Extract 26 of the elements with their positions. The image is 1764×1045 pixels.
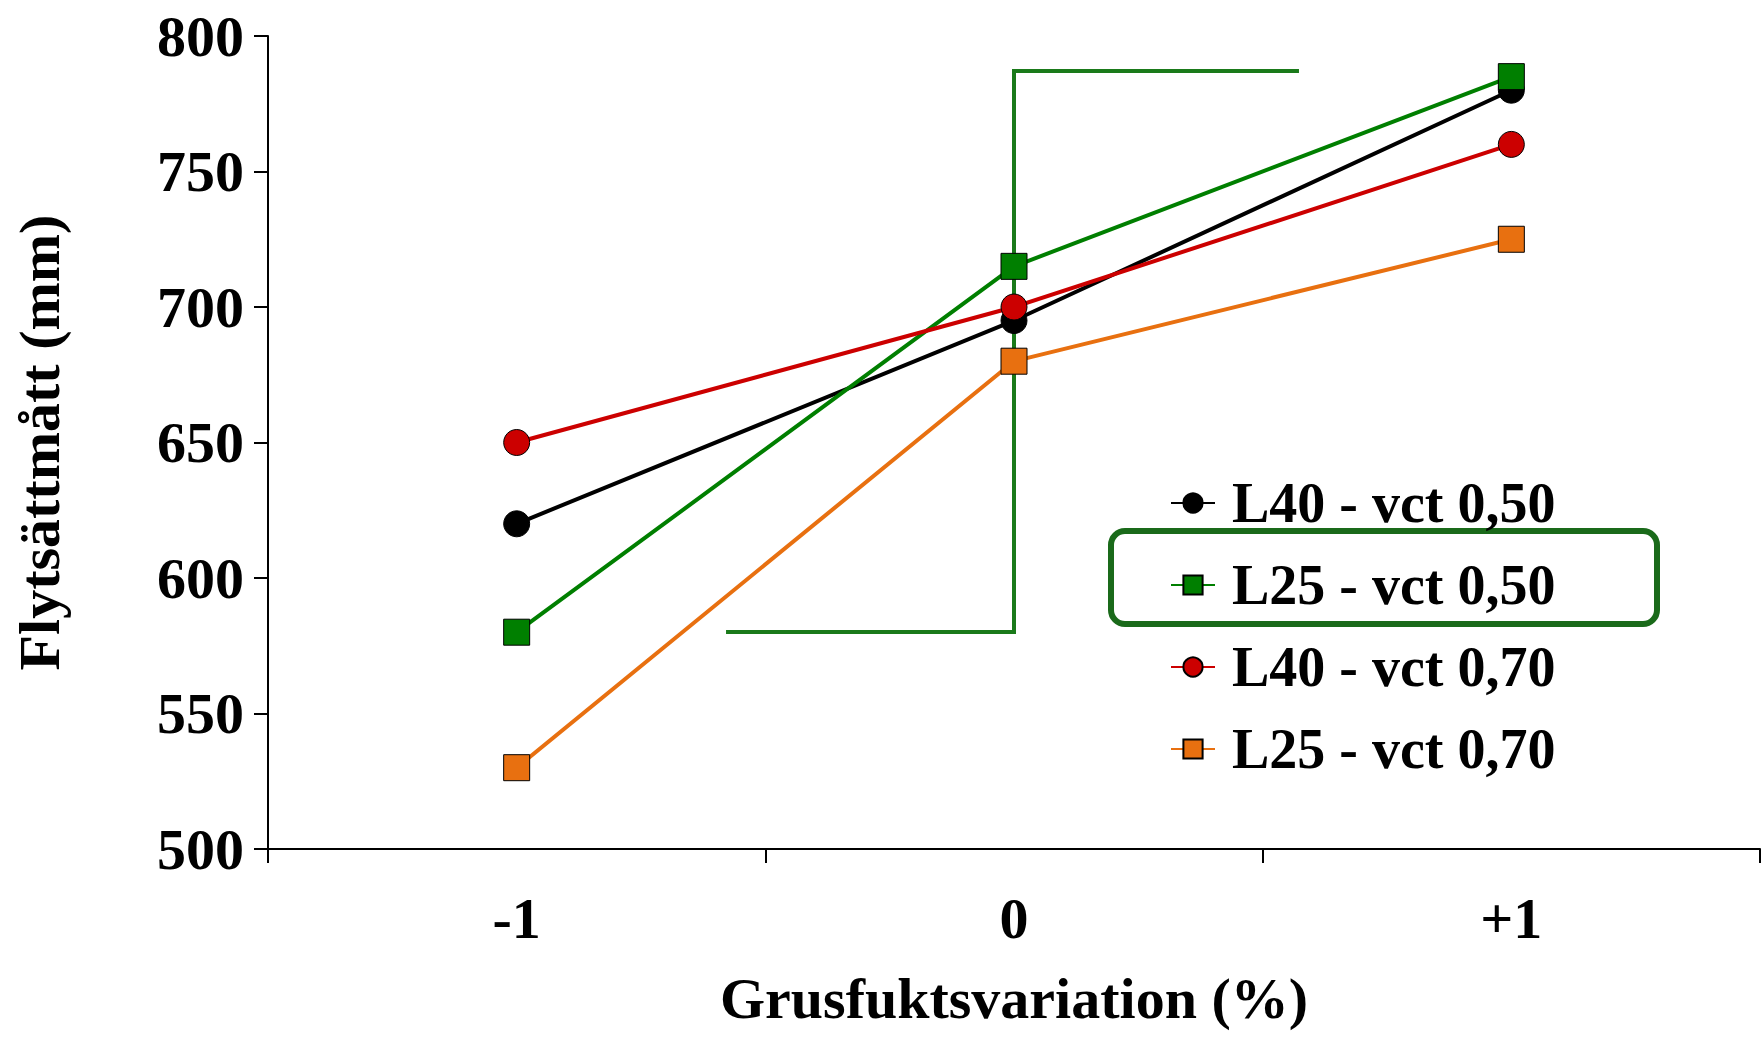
- point: [1497, 225, 1525, 253]
- point: [1497, 130, 1525, 158]
- point: [1000, 252, 1028, 280]
- y-axis-title: Flytsättmått (mm): [6, 214, 72, 671]
- y-tick-label: 700: [157, 274, 244, 340]
- x-axis-title: Grusfuktsvariation (%): [719, 965, 1309, 1031]
- y-tick-label: 600: [157, 545, 244, 611]
- y-tick-label: 550: [157, 681, 244, 746]
- point: [1000, 347, 1028, 375]
- legend-label: L25 - vct 0,50: [1232, 554, 1556, 616]
- legend-label: L40 - vct 0,70: [1232, 636, 1556, 698]
- legend-label: L25 - vct 0,70: [1232, 718, 1556, 780]
- x-tick-label: +1: [1480, 885, 1543, 951]
- y-tick-label: 750: [157, 139, 244, 204]
- x-tick-label: -1: [492, 885, 541, 951]
- point: [503, 618, 531, 646]
- point: [503, 754, 531, 782]
- y-tick-label: 800: [157, 3, 244, 69]
- point: [503, 510, 531, 538]
- y-tick-label: 500: [157, 816, 244, 882]
- point: [503, 429, 531, 456]
- y-tick-label: 650: [157, 410, 244, 475]
- x-tick-label: 0: [999, 885, 1029, 951]
- point: [1000, 293, 1028, 321]
- legend-label: L40 - vct 0,50: [1232, 472, 1556, 534]
- point: [1497, 63, 1525, 91]
